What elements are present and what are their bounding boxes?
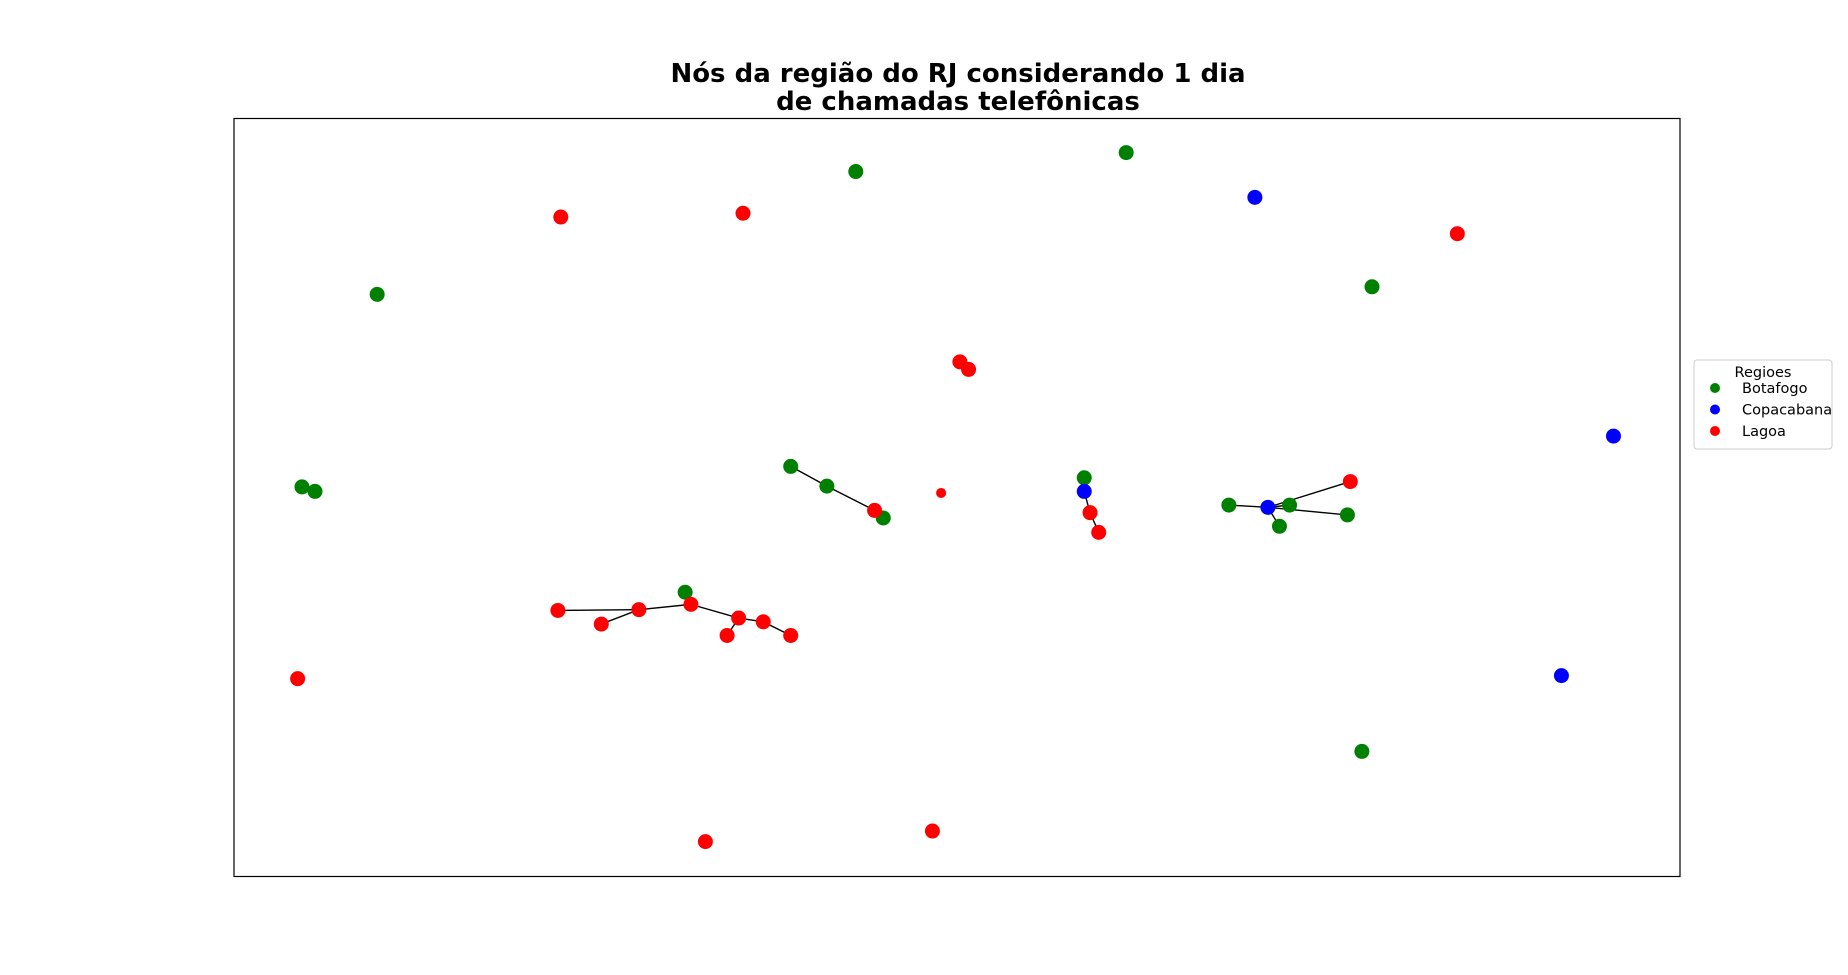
node-copacabana-c5 — [1553, 668, 1569, 684]
edge-c4-b14 — [1267, 506, 1348, 516]
legend-marker-copacabana — [1710, 404, 1720, 415]
legend-box — [1693, 359, 1833, 450]
legend-entries: Botafogo Copacabana Lagoa — [1710, 381, 1832, 440]
node-lagoa-l12 — [593, 616, 609, 632]
node-lagoa-l11 — [550, 602, 566, 618]
node-botafogo-b8 — [819, 478, 835, 494]
node-botafogo-b11 — [1221, 497, 1237, 513]
node-botafogo-b7 — [783, 458, 799, 474]
node-lagoa-l3 — [1449, 226, 1465, 242]
node-lagoa-l9 — [1091, 524, 1107, 540]
node-botafogo-b6 — [307, 483, 323, 499]
legend-label-lagoa: Lagoa — [1742, 424, 1786, 440]
chart-title: Nós da região do RJ considerando 1 dia d… — [670, 59, 1245, 117]
legend-label-botafogo: Botafogo — [1742, 381, 1808, 397]
edges-layer — [557, 465, 1351, 637]
node-lagoa-l19 — [290, 671, 306, 687]
node-botafogo-b4 — [1364, 279, 1380, 295]
node-lagoa-l7 — [867, 502, 883, 518]
node-botafogo-b2 — [1118, 145, 1134, 161]
node-copacabana-c3 — [1076, 483, 1092, 499]
node-lagoa-l14 — [683, 596, 699, 612]
node-botafogo-b12 — [1282, 497, 1298, 513]
node-lagoa-l18 — [783, 627, 799, 643]
node-lagoa-l5 — [961, 361, 977, 377]
chart-title-line-2: de chamadas telefônicas — [776, 87, 1140, 117]
node-botafogo-b16 — [1354, 743, 1370, 759]
legend-label-copacabana: Copacabana — [1742, 403, 1832, 419]
node-botafogo-b14 — [1339, 507, 1355, 523]
node-copacabana-c4 — [1260, 499, 1276, 515]
plot-area-frame — [233, 117, 1681, 878]
node-lagoa-l2 — [735, 205, 751, 221]
node-lagoa-l13 — [631, 602, 647, 618]
node-lagoa-l8 — [1082, 505, 1098, 521]
node-lagoa-l16 — [719, 627, 735, 643]
node-botafogo-b10 — [1076, 470, 1092, 486]
edge-c4-l10 — [1267, 480, 1351, 509]
node-copacabana-c1 — [1247, 189, 1263, 205]
edge-l14-l15 — [690, 603, 739, 619]
node-botafogo-b15 — [677, 584, 693, 600]
edge-l13-l14 — [638, 603, 692, 611]
node-botafogo-b5 — [294, 479, 310, 495]
nodes-layer — [290, 145, 1621, 850]
node-lagoa-l20 — [924, 823, 940, 839]
node-lagoa-l15 — [731, 610, 747, 626]
edge-b8-l7 — [826, 485, 875, 512]
node-lagoa-l10 — [1342, 474, 1358, 490]
node-lagoa-l6 — [936, 487, 947, 498]
legend-marker-botafogo — [1710, 383, 1720, 393]
legend-title: Regioes — [1735, 365, 1792, 381]
node-lagoa-l21 — [697, 834, 713, 850]
node-botafogo-b13 — [1271, 518, 1287, 534]
node-copacabana-c2 — [1605, 428, 1621, 444]
chart-title-line-1: Nós da região do RJ considerando 1 dia — [670, 59, 1245, 89]
edge-l11-l13 — [557, 608, 639, 612]
legend-marker-lagoa — [1710, 426, 1720, 436]
node-lagoa-l1 — [553, 209, 569, 225]
legend: Regioes Botafogo Copacabana Lagoa — [1693, 359, 1833, 450]
node-lagoa-l17 — [755, 614, 771, 630]
node-botafogo-b1 — [848, 164, 864, 180]
node-botafogo-b3 — [369, 286, 385, 302]
